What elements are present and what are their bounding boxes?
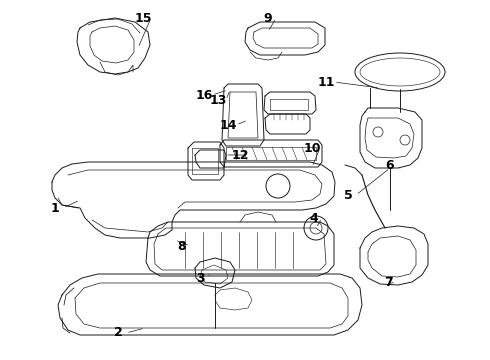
Text: 12: 12 [231, 149, 249, 162]
Text: 2: 2 [114, 327, 122, 339]
Text: 14: 14 [219, 118, 237, 131]
Text: 11: 11 [317, 76, 335, 89]
Text: 5: 5 [343, 189, 352, 202]
Text: 1: 1 [50, 202, 59, 215]
Text: 15: 15 [134, 12, 152, 24]
Text: 3: 3 [196, 271, 204, 284]
Text: 8: 8 [178, 239, 186, 252]
Text: 16: 16 [196, 89, 213, 102]
Text: 9: 9 [264, 12, 272, 24]
Text: 10: 10 [303, 141, 321, 154]
Text: 4: 4 [310, 212, 318, 225]
Text: 13: 13 [209, 94, 227, 107]
Text: 7: 7 [384, 275, 392, 288]
Text: 6: 6 [386, 158, 394, 171]
